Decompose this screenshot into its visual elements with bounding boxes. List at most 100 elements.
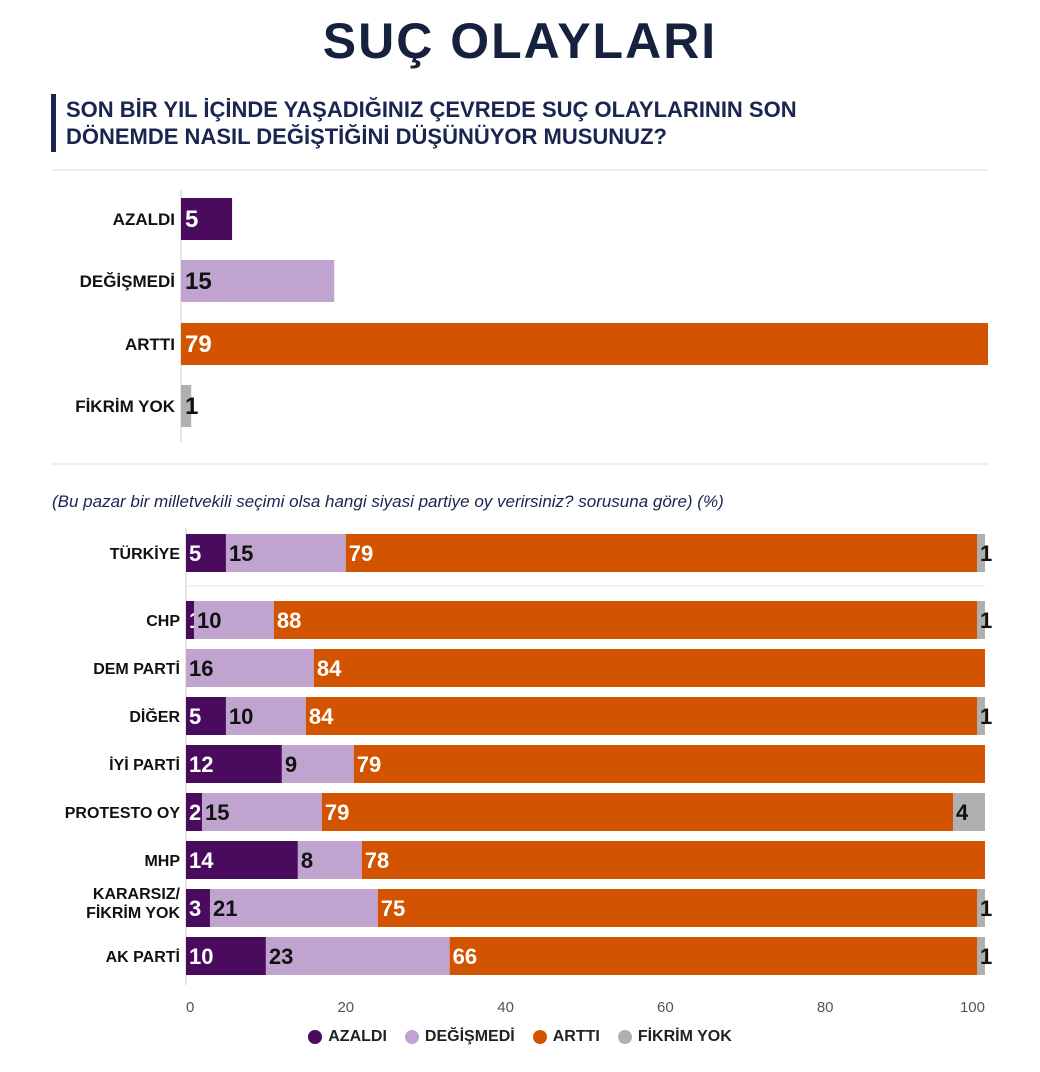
x-tick-100: 100 (960, 999, 985, 1016)
question-text: SON BİR YIL İÇİNDE YAŞADIĞINIZ ÇEVREDE S… (66, 96, 966, 150)
chart2-bar-t-rki-ye-fi-kri-m-yok (977, 534, 985, 572)
chart2-bar-di-er-fi-kri-m-yok (977, 697, 985, 735)
x-tick-80: 80 (817, 999, 834, 1016)
chart2-bar-chp-azaldi (186, 601, 194, 639)
chart2-value-i-yi-parti-de-i-medi: 9 (285, 752, 297, 777)
chart1-bar-de-i-medi (181, 260, 335, 302)
chart2-value-chp-artti: 88 (277, 608, 301, 633)
chart2-bar-kararsiz-fi-kri-m-yok-artti (377, 889, 978, 927)
chart2-value-mhp-de-i-medi: 8 (301, 848, 313, 873)
legend-item-de-i-medi: DEĞİŞMEDİ (404, 1028, 515, 1046)
chart2-value-protesto-oy-azaldi: 2 (189, 800, 201, 825)
legend-label: FİKRİM YOK (637, 1028, 732, 1045)
chart2-value-di-er-azaldi: 5 (189, 704, 201, 729)
chart2-bar-t-rki-ye-azaldi (186, 534, 226, 572)
chart2-label-di-er: DİĞER (129, 707, 180, 726)
chart2-value-protesto-oy-artti: 79 (325, 800, 349, 825)
chart2-bar-protesto-oy-fi-kri-m-yok (953, 793, 985, 831)
chart2-bar-t-rki-ye-artti (345, 534, 978, 572)
chart2-bar-chp-fi-kri-m-yok (977, 601, 985, 639)
chart2-value-i-yi-parti-azaldi: 12 (189, 752, 213, 777)
chart2-bar-chp-artti (273, 601, 978, 639)
legend-swatch (308, 1030, 323, 1044)
chart2-bar-i-yi-parti-de-i-medi (281, 745, 354, 783)
chart2-label-dem-parti: DEM PARTİ (93, 660, 180, 678)
chart2-bar-di-er-artti (305, 697, 978, 735)
question-accent-bar (51, 94, 56, 152)
chart2-bar-ak-parti-de-i-medi (265, 937, 450, 975)
chart2-value-di-er-artti: 84 (309, 704, 334, 729)
chart2-bar-mhp-de-i-medi (297, 841, 362, 879)
chart2-value-t-rki-ye-de-i-medi: 15 (229, 541, 253, 566)
chart2-value-protesto-oy-de-i-medi: 15 (205, 800, 229, 825)
chart2-value-di-er-de-i-medi: 10 (229, 704, 253, 729)
page-title: SUÇ OLAYLARI (322, 13, 718, 69)
chart2-value-di-er-fi-kri-m-yok: 1 (980, 704, 992, 729)
chart2-value-mhp-azaldi: 14 (189, 848, 214, 873)
chart2-value-ak-parti-fi-kri-m-yok: 1 (980, 944, 992, 969)
chart1-value-artti: 79 (185, 331, 212, 358)
chart2-value-dem-parti-artti: 84 (317, 656, 342, 681)
x-tick-20: 20 (337, 999, 354, 1016)
chart2-label-protesto-oy: PROTESTO OY (65, 805, 181, 822)
legend-item-fi-kri-m-yok: FİKRİM YOK (617, 1028, 732, 1046)
question-line-2: DÖNEMDE NASIL DEĞİŞTİĞİNİ DÜŞÜNÜYOR MUSU… (66, 124, 667, 149)
chart1-label-artti: ARTTI (125, 335, 175, 354)
chart2-value-kararsiz-fi-kri-m-yok-fi-kri-m-yok: 1 (980, 896, 992, 921)
chart2-value-i-yi-parti-artti: 79 (357, 752, 381, 777)
question-line-1: SON BİR YIL İÇİNDE YAŞADIĞINIZ ÇEVREDE S… (66, 97, 797, 122)
chart2-bar-kararsiz-fi-kri-m-yok-fi-kri-m-yok (977, 889, 985, 927)
chart2-value-kararsiz-fi-kri-m-yok-de-i-medi: 21 (213, 896, 237, 921)
x-tick-0: 0 (186, 999, 194, 1016)
chart2-bar-kararsiz-fi-kri-m-yok-de-i-medi (209, 889, 378, 927)
chart2-value-t-rki-ye-artti: 79 (349, 541, 373, 566)
chart2-value-ak-parti-artti: 66 (453, 944, 477, 969)
chart2-value-kararsiz-fi-kri-m-yok-artti: 75 (381, 896, 405, 921)
chart2-bar-t-rki-ye-de-i-medi (225, 534, 346, 572)
chart1-bar-fi-kri-m-yok (181, 385, 192, 427)
chart2-bar-ak-parti-artti (449, 937, 978, 975)
chart2-bar-di-er-azaldi (186, 697, 226, 735)
chart1-bar-azaldi (181, 198, 233, 240)
chart2-value-dem-parti-de-i-medi: 16 (189, 656, 213, 681)
chart2-label-mhp: MHP (144, 853, 180, 870)
chart-subtitle: (Bu pazar bir milletvekili seçimi olsa h… (52, 492, 724, 511)
chart2-bar-kararsiz-fi-kri-m-yok-azaldi (186, 889, 210, 927)
chart2-value-t-rki-ye-fi-kri-m-yok: 1 (980, 541, 992, 566)
chart2-bar-dem-parti-artti (313, 649, 986, 687)
legend-label: ARTTI (552, 1028, 600, 1045)
chart2-value-ak-parti-de-i-medi: 23 (269, 944, 293, 969)
legend: AZALDI DEĞİŞMEDİ ARTTI FİKRİM YOK (0, 1028, 1040, 1046)
chart2-bar-i-yi-parti-artti (353, 745, 985, 783)
chart2-bar-protesto-oy-azaldi (186, 793, 202, 831)
legend-swatch (532, 1030, 547, 1044)
chart2-bar-i-yi-parti-azaldi (186, 745, 282, 783)
x-tick-60: 60 (657, 999, 674, 1016)
chart2-label-t-rki-ye: TÜRKİYE (110, 544, 181, 563)
chart2-bar-protesto-oy-artti (321, 793, 954, 831)
chart2-bar-ak-parti-azaldi (186, 937, 266, 975)
legend-label: DEĞİŞMEDİ (424, 1028, 515, 1045)
legend-swatch (617, 1030, 632, 1044)
chart2-bar-ak-parti-fi-kri-m-yok (977, 937, 985, 975)
chart2-label-chp: CHP (146, 613, 180, 630)
chart2-label-kararsiz-fi-kri-m-yok-line1: KARARSIZ/ (93, 886, 181, 903)
chart1-label-azaldi: AZALDI (113, 210, 175, 229)
chart2-value-chp-de-i-medi: 10 (197, 608, 221, 633)
chart2-value-protesto-oy-fi-kri-m-yok: 4 (956, 800, 969, 825)
chart2-value-kararsiz-fi-kri-m-yok-azaldi: 3 (189, 896, 201, 921)
chart2-bar-chp-de-i-medi (193, 601, 274, 639)
chart1-label-fi-kri-m-yok: FİKRİM YOK (75, 397, 176, 416)
chart1-value-azaldi: 5 (185, 206, 198, 233)
chart2-value-ak-parti-azaldi: 10 (189, 944, 213, 969)
legend-swatch (404, 1030, 419, 1044)
chart1-label-de-i-medi: DEĞİŞMEDİ (80, 272, 175, 291)
legend-item-azaldi: AZALDI (308, 1028, 387, 1046)
chart2-bar-mhp-artti (361, 841, 985, 879)
chart2-value-chp-fi-kri-m-yok: 1 (980, 608, 992, 633)
chart2-label-kararsiz-fi-kri-m-yok-line2: FİKRİM YOK (86, 904, 180, 922)
x-tick-40: 40 (497, 999, 514, 1016)
chart2-label-ak-parti: AK PARTİ (106, 948, 180, 966)
chart1-bar-artti (181, 323, 988, 365)
